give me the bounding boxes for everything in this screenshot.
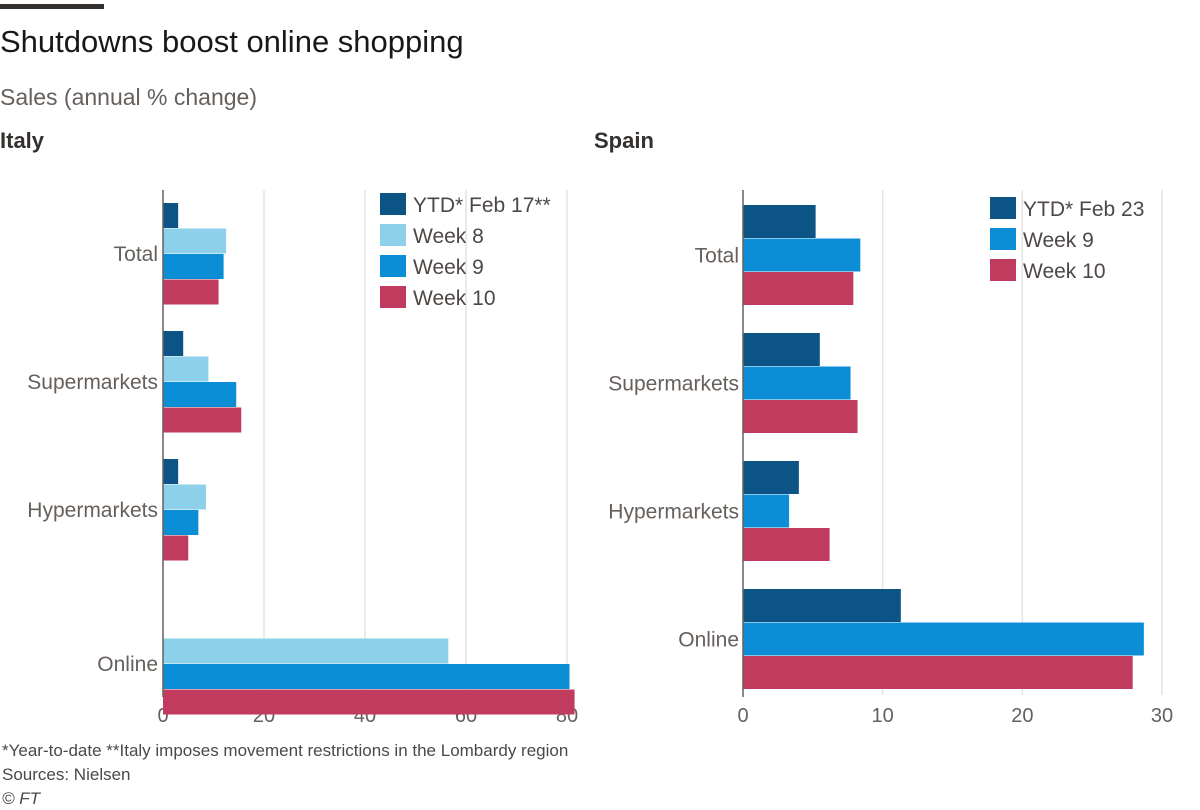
bar-italy-online-week8 — [163, 638, 449, 664]
bar-spain-online-week9 — [743, 622, 1144, 656]
legend-swatch-italy — [380, 255, 406, 277]
legend-label-italy: Week 10 — [413, 287, 496, 310]
legend-label-italy: Week 9 — [413, 256, 484, 279]
bar-spain-hypermarkets-week10 — [743, 528, 830, 561]
legend-label-spain: Week 9 — [1023, 229, 1094, 252]
panel-title-spain: Spain — [594, 128, 654, 153]
legend-swatch-italy — [380, 193, 406, 215]
bar-spain-total-week9 — [743, 238, 861, 272]
bar-spain-supermarkets-week10 — [743, 400, 858, 433]
bar-spain-total-ytd — [743, 205, 816, 238]
copyright-note: © FT — [2, 789, 41, 808]
bar-italy-supermarkets-week10 — [163, 407, 242, 433]
bar-spain-supermarkets-week9 — [743, 366, 851, 400]
bar-italy-supermarkets-week8 — [163, 356, 209, 382]
category-label-italy: Supermarkets — [27, 371, 158, 394]
bar-italy-online-week10 — [163, 689, 575, 715]
legend-label-spain: Week 10 — [1023, 260, 1106, 283]
bar-spain-online-ytd — [743, 589, 901, 622]
chart-canvas: 0 20 40 60 80TotalSupermarketsHypermarketsOn… — [27, 190, 1173, 727]
category-label-spain: Supermarkets — [608, 372, 739, 395]
legend-swatch-spain — [990, 259, 1016, 281]
bar-italy-total-ytd — [163, 203, 179, 228]
bar-italy-hypermarkets-week9 — [163, 510, 199, 535]
bar-spain-supermarkets-ytd — [743, 333, 820, 366]
panel-title-italy: Italy — [0, 128, 45, 153]
legend-swatch-italy — [380, 286, 406, 308]
bar-spain-online-week10 — [743, 656, 1133, 689]
category-label-spain: Online — [678, 628, 739, 651]
bar-italy-total-week8 — [163, 228, 227, 254]
x-tick-label-spain: 30 — [1151, 705, 1173, 727]
bar-italy-hypermarkets-ytd — [163, 459, 179, 484]
bar-italy-total-week10 — [163, 279, 219, 305]
bar-spain-total-week10 — [743, 272, 854, 305]
legend-label-italy: YTD* Feb 17** — [413, 194, 551, 217]
bar-italy-hypermarkets-week8 — [163, 484, 206, 510]
footnote: *Year-to-date **Italy imposes movement r… — [2, 741, 569, 760]
x-tick-label-italy: 0 — [157, 705, 168, 727]
category-label-italy: Total — [114, 243, 158, 266]
category-label-spain: Hypermarkets — [608, 500, 739, 523]
bar-italy-hypermarkets-week10 — [163, 535, 189, 561]
bar-italy-supermarkets-week9 — [163, 382, 237, 407]
bar-spain-hypermarkets-ytd — [743, 461, 799, 494]
bar-spain-hypermarkets-week9 — [743, 494, 790, 528]
x-tick-label-spain: 0 — [737, 705, 748, 727]
brand-rule — [0, 4, 104, 9]
legend-swatch-spain — [990, 197, 1016, 219]
category-label-spain: Total — [695, 244, 739, 267]
category-label-italy: Hypermarkets — [27, 499, 158, 522]
bar-italy-supermarkets-ytd — [163, 331, 184, 356]
legend-label-italy: Week 8 — [413, 225, 484, 248]
bar-italy-online-week9 — [163, 664, 570, 689]
chart-subtitle: Sales (annual % change) — [0, 84, 257, 110]
x-tick-label-spain: 20 — [1011, 705, 1033, 727]
category-label-italy: Online — [97, 653, 158, 676]
legend-label-spain: YTD* Feb 23 — [1023, 198, 1144, 221]
legend-swatch-spain — [990, 228, 1016, 250]
legend-swatch-italy — [380, 224, 406, 246]
bar-italy-total-week9 — [163, 254, 224, 279]
sources-note: Sources: Nielsen — [2, 765, 131, 784]
x-tick-label-spain: 10 — [872, 705, 894, 727]
chart-title: Shutdowns boost online shopping — [0, 24, 464, 59]
